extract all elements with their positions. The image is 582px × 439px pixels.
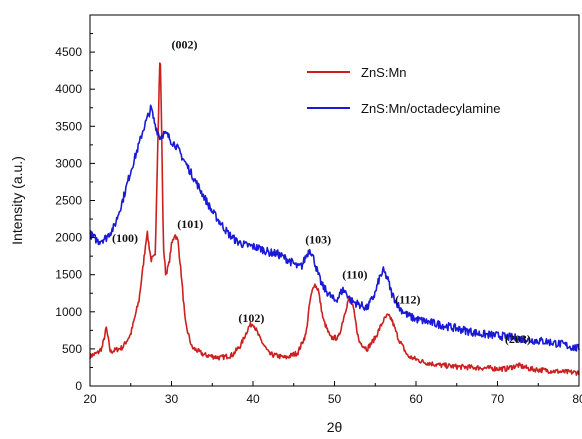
peak-label: (100) — [112, 231, 138, 245]
x-tick-label: 70 — [491, 392, 505, 406]
peak-annotations: (002) (100) (101) (102) (103) (110) (112) (203) — [112, 37, 531, 346]
peak-label: (110) — [342, 267, 367, 281]
y-tick-label: 0 — [75, 379, 82, 393]
y-tick-label: 1500 — [55, 268, 82, 282]
y-tick-label: 3500 — [55, 119, 82, 133]
x-tick-label: 60 — [409, 392, 423, 406]
y-axis: 0 500 1000 1500 2000 2500 3000 3500 4000 4500 — [55, 33, 95, 393]
x-tick-label: 30 — [165, 392, 179, 406]
legend-label: ZnS:Mn — [361, 65, 407, 80]
y-tick-label: 500 — [62, 342, 82, 356]
x-tick-label: 20 — [83, 392, 97, 406]
x-tick-label: 40 — [246, 392, 260, 406]
x-tick-label: 80 — [572, 392, 582, 406]
y-tick-label: 4000 — [55, 82, 82, 96]
y-tick-label: 2500 — [55, 194, 82, 208]
legend-label: ZnS:Mn/octadecylamine — [361, 101, 500, 116]
peak-label: (112) — [395, 293, 420, 307]
plot-lines — [89, 62, 580, 376]
peak-label: (203) — [505, 332, 531, 346]
peak-label: (102) — [238, 311, 264, 325]
peak-label: (101) — [177, 217, 203, 231]
y-tick-label: 2000 — [55, 231, 82, 245]
peak-label: (103) — [305, 233, 331, 247]
legend: ZnS:Mn ZnS:Mn/octadecylamine — [307, 65, 500, 116]
y-tick-label: 3000 — [55, 156, 82, 170]
series-line-2 — [89, 104, 580, 352]
peak-label: (002) — [172, 37, 198, 51]
series-line-1 — [89, 62, 580, 376]
y-tick-label: 1000 — [55, 305, 82, 319]
x-tick-label: 50 — [328, 392, 342, 406]
y-tick-label: 4500 — [55, 45, 82, 59]
x-axis: 20 30 40 50 60 70 80 — [83, 381, 582, 406]
x-axis-title: 2θ — [327, 419, 343, 435]
y-axis-title: Intensity (a.u.) — [9, 156, 25, 245]
